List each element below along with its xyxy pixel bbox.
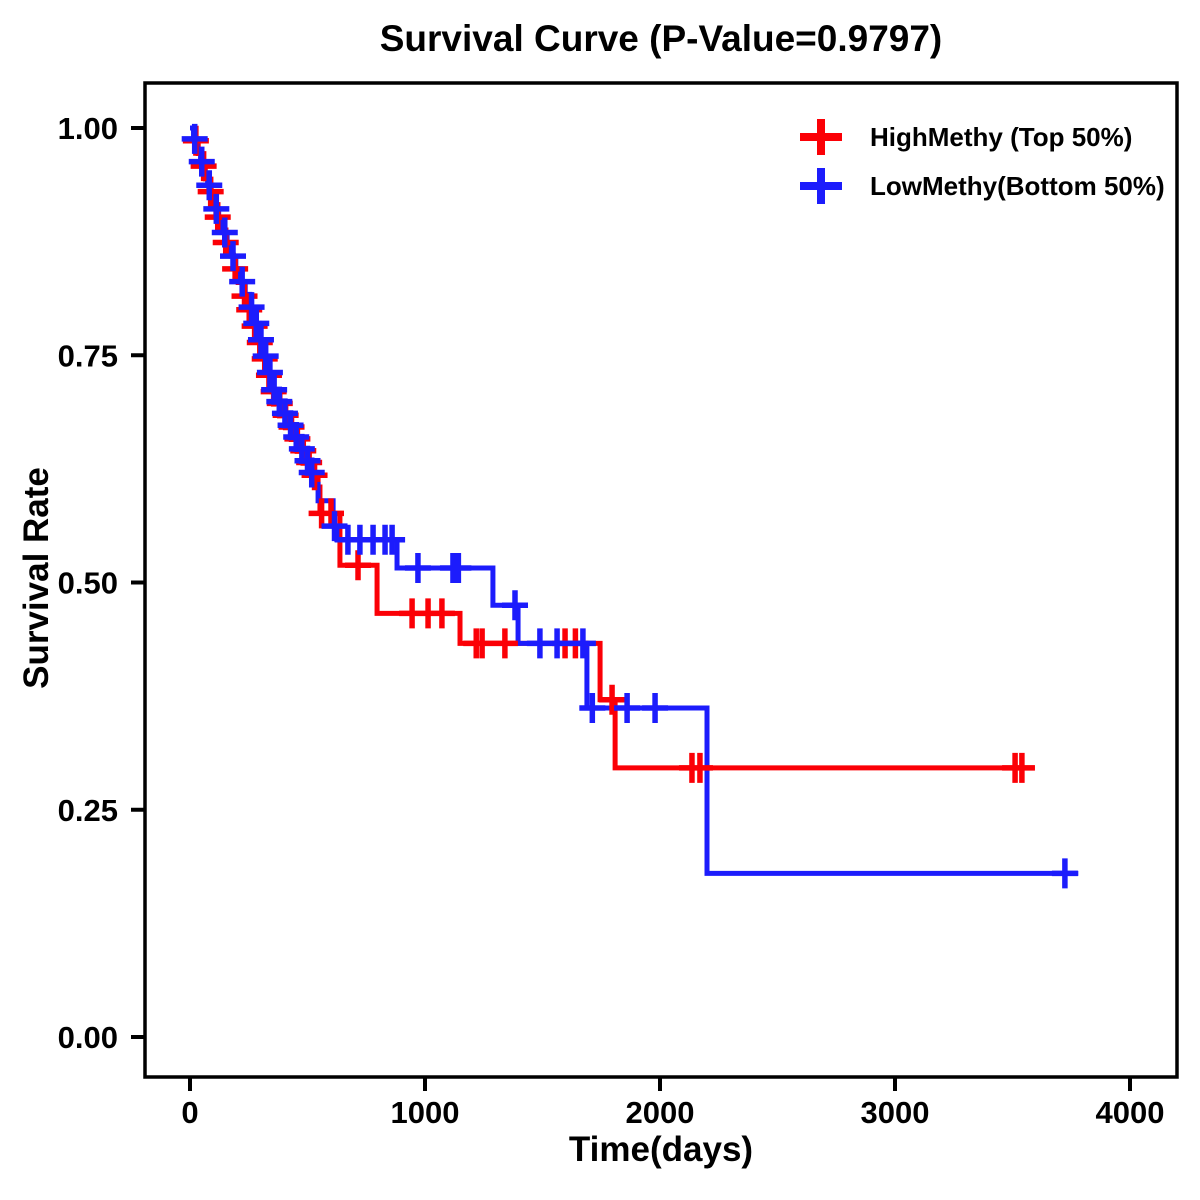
y-tick-label-3: 0.25	[58, 793, 118, 828]
legend-label-highmethy: HighMethy (Top 50%)	[870, 121, 1133, 152]
x-tick-label-4: 4000	[1096, 1095, 1165, 1130]
x-tick-label-0: 0	[181, 1095, 198, 1130]
highmethy-censor-marks	[182, 125, 1035, 783]
x-axis-title: Time(days)	[568, 1130, 754, 1169]
lowmethy-plus-icon	[800, 168, 842, 204]
legend-item-lowmethy: LowMethy(Bottom 50%)	[798, 167, 1165, 205]
legend-label-lowmethy: LowMethy(Bottom 50%)	[870, 170, 1165, 201]
chart-title: Survival Curve (P-Value=0.9797)	[379, 18, 943, 59]
y-tick-label-0: 1.00	[58, 111, 118, 146]
plot-border	[143, 81, 1179, 1079]
x-tick-label-2: 2000	[626, 1095, 695, 1130]
highmethy-plus-icon	[800, 119, 842, 155]
y-tick-label-2: 0.50	[58, 566, 118, 601]
lowmethy-censor-marks	[181, 123, 1078, 889]
x-tick-label-3: 3000	[861, 1095, 930, 1130]
y-tick-label-1: 0.75	[58, 338, 118, 373]
highmethy-curve	[190, 125, 1035, 771]
legend: HighMethy (Top 50%) LowMethy(Bottom 50%)	[798, 118, 1165, 205]
y-tick-label-4: 0.00	[58, 1020, 118, 1055]
x-tick-label-1: 1000	[391, 1095, 460, 1130]
legend-item-highmethy: HighMethy (Top 50%)	[798, 118, 1165, 156]
